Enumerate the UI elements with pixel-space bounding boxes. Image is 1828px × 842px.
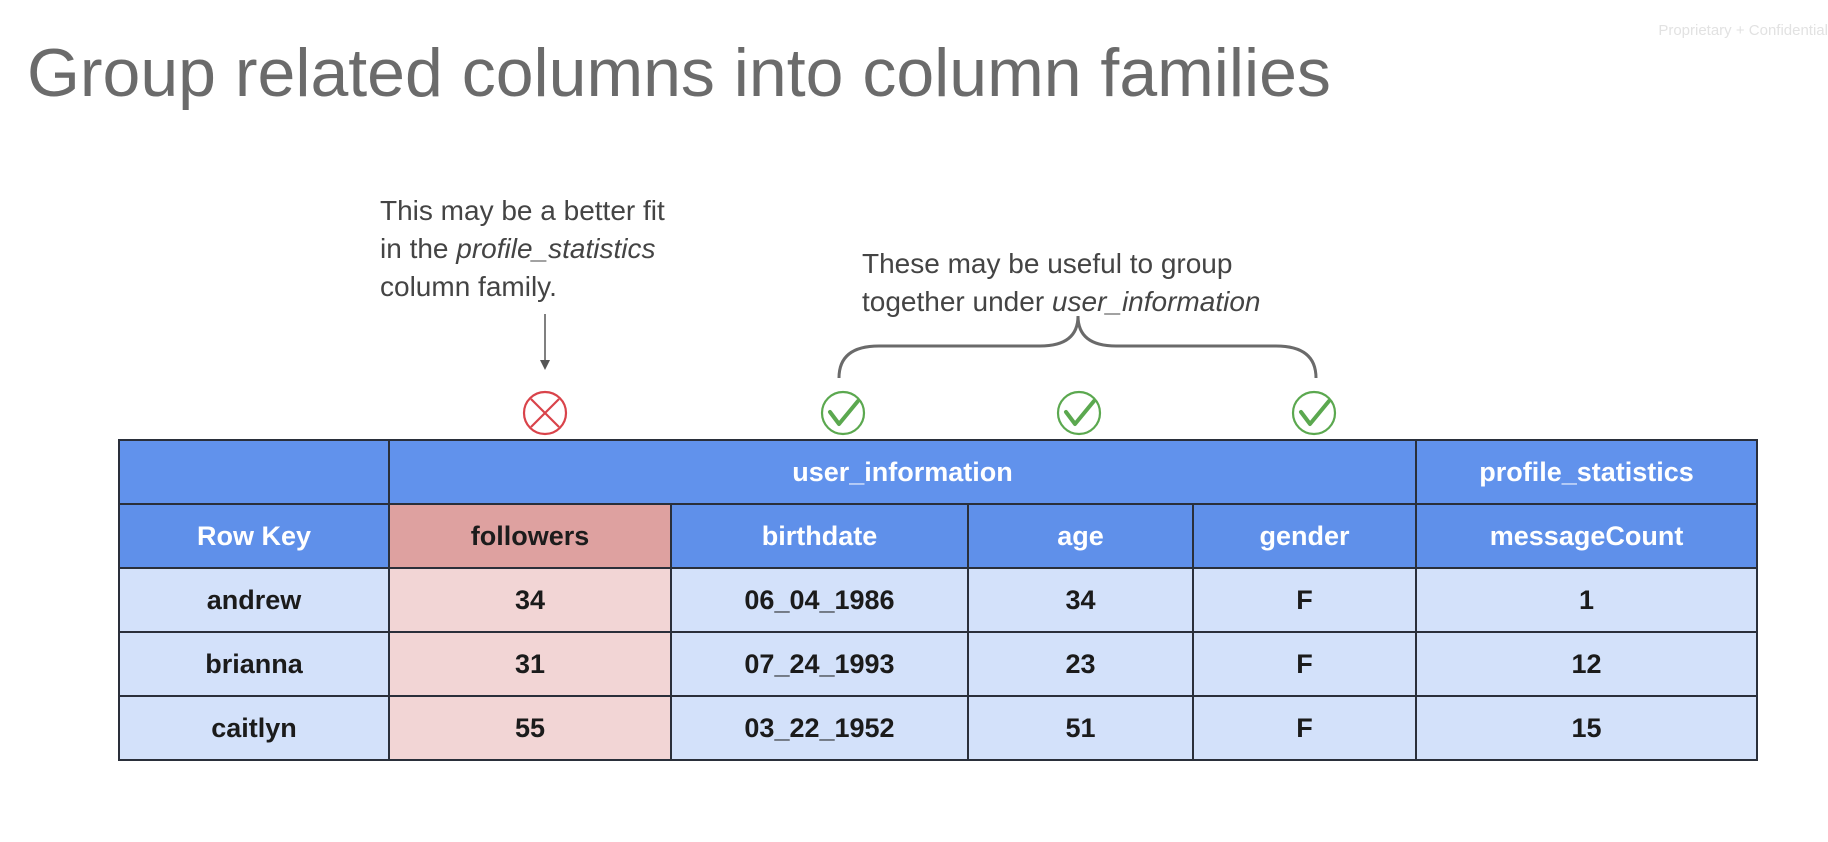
gender-cell: F [1191,695,1418,761]
family-header-row: user_information profile_statistics [118,439,1759,505]
watermark: Proprietary + Confidential [1658,22,1828,39]
family-user-information: user_information [387,439,1418,505]
column-header-messagecount: messageCount [1415,503,1759,569]
note-right-line2-emphasis: user_information [1051,286,1261,317]
column-header-row-key: Row Key [118,503,390,569]
column-header-row: Row Key followers birthdate age gender m… [118,503,1759,569]
column-header-followers: followers [388,503,672,569]
down-arrow-icon [540,314,550,370]
table-row: caitlyn 55 03_22_1952 51 F 15 [118,695,1759,761]
messagecount-cell: 15 [1415,695,1759,761]
note-left-line2: in the profile_statistics [380,230,665,268]
gender-cell: F [1191,631,1418,697]
note-left-line2-emphasis: profile_statistics [456,233,656,264]
empty-corner-cell [118,439,390,505]
messagecount-cell: 12 [1415,631,1759,697]
note-left-line1: This may be a better fit [380,195,665,226]
age-cell: 51 [967,695,1194,761]
note-right-line1: These may be useful to group [862,248,1233,279]
column-header-age: age [967,503,1194,569]
x-circle-icon [522,390,568,436]
followers-cell: 55 [388,695,672,761]
column-family-table: user_information profile_statistics Row … [118,439,1759,761]
check-circle-icon [820,390,866,436]
check-circle-icon [1056,390,1102,436]
followers-cell: 31 [388,631,672,697]
note-left-line3: column family. [380,271,557,302]
note-right: These may be useful to group together un… [862,245,1260,321]
note-right-line2: together under user_information [862,283,1260,321]
column-header-birthdate: birthdate [670,503,969,569]
curly-brace [837,315,1318,379]
note-right-line2-prefix: together under [862,286,1052,317]
row-key-cell: andrew [118,567,390,633]
gender-cell: F [1191,567,1418,633]
table-row: brianna 31 07_24_1993 23 F 12 [118,631,1759,697]
age-cell: 34 [967,567,1194,633]
age-cell: 23 [967,631,1194,697]
messagecount-cell: 1 [1415,567,1759,633]
followers-cell: 34 [388,567,672,633]
column-header-gender: gender [1191,503,1418,569]
table-row: andrew 34 06_04_1986 34 F 1 [118,567,1759,633]
family-profile-statistics: profile_statistics [1415,439,1759,505]
birthdate-cell: 07_24_1993 [670,631,969,697]
row-key-cell: brianna [118,631,390,697]
birthdate-cell: 03_22_1952 [670,695,969,761]
check-circle-icon [1291,390,1337,436]
note-left-line2-prefix: in the [380,233,457,264]
note-left: This may be a better fit in the profile_… [380,192,665,306]
slide-title: Group related columns into column famili… [27,35,1331,111]
birthdate-cell: 06_04_1986 [670,567,969,633]
row-key-cell: caitlyn [118,695,390,761]
